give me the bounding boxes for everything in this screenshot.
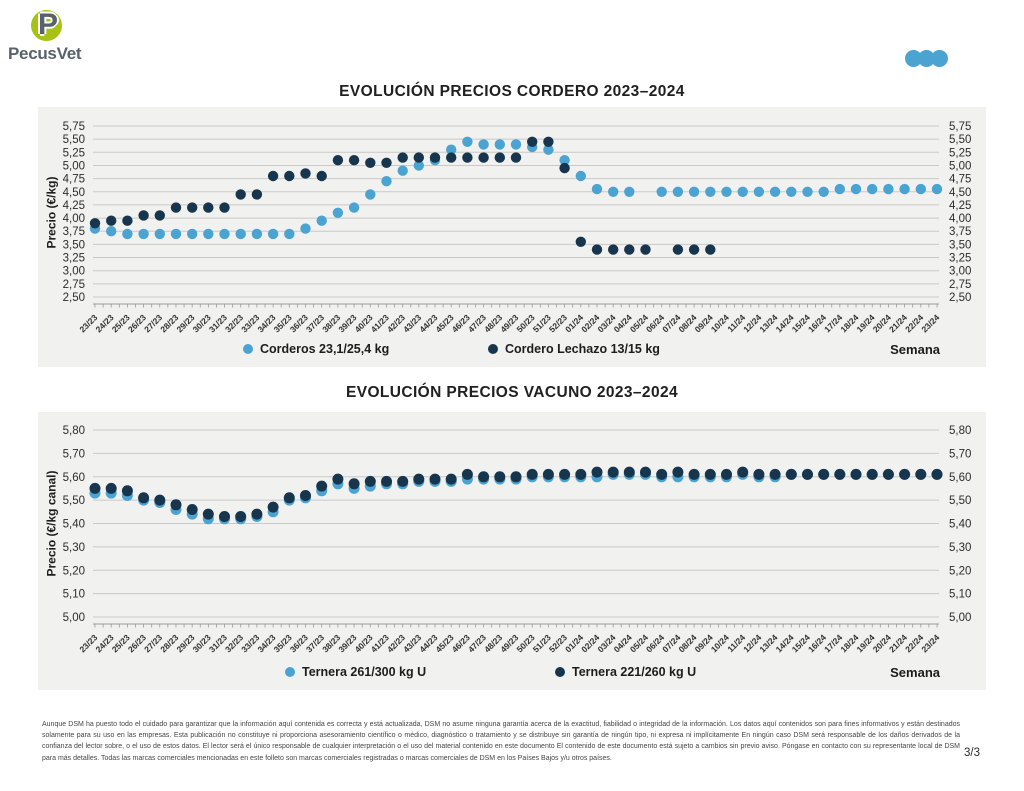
- svg-text:5,70: 5,70: [949, 448, 971, 460]
- svg-text:2,75: 2,75: [949, 279, 971, 291]
- vacuno-y-axis-label: Precio (€/kg canal): [44, 470, 59, 577]
- cordero-legend: Corderos 23,1/25,4 kg Cordero Lechazo 13…: [38, 342, 986, 362]
- legend-label: Cordero Lechazo 13/15 kg: [505, 342, 660, 356]
- cordero-chart-title: EVOLUCIÓN PRECIOS CORDERO 2023–2024: [339, 83, 685, 100]
- legend-dot-icon: [555, 667, 565, 677]
- svg-text:5,40: 5,40: [949, 519, 971, 531]
- svg-text:4,50: 4,50: [63, 187, 85, 199]
- svg-text:3,00: 3,00: [949, 266, 971, 278]
- cordero-chart-panel: Precio (€/kg) 5,75 5,75 5,50 5,50 5,25 5,25 5,…: [38, 107, 986, 367]
- legend-dot-icon: [285, 667, 295, 677]
- svg-text:5,00: 5,00: [63, 612, 85, 624]
- svg-text:5,00: 5,00: [63, 160, 85, 172]
- svg-text:2,75: 2,75: [63, 279, 85, 291]
- svg-text:4,00: 4,00: [63, 213, 85, 225]
- svg-text:5,50: 5,50: [949, 134, 971, 146]
- legend-item-ternera-221-260: Ternera 221/260 kg U: [555, 665, 696, 679]
- svg-text:3,50: 3,50: [949, 239, 971, 251]
- svg-text:5,25: 5,25: [63, 147, 85, 159]
- svg-text:5,30: 5,30: [63, 542, 85, 554]
- svg-text:5,80: 5,80: [949, 425, 971, 437]
- svg-text:5,70: 5,70: [63, 448, 85, 460]
- svg-text:5,10: 5,10: [949, 589, 971, 601]
- legend-item-corderos: Corderos 23,1/25,4 kg: [243, 342, 389, 356]
- svg-text:5,00: 5,00: [949, 612, 971, 624]
- legend-label: Ternera 261/300 kg U: [302, 665, 427, 679]
- svg-text:4,25: 4,25: [949, 200, 971, 212]
- cordero-x-axis-label: Semana: [890, 342, 940, 357]
- svg-text:5,40: 5,40: [63, 519, 85, 531]
- svg-text:5,30: 5,30: [949, 542, 971, 554]
- legend-label: Ternera 221/260 kg U: [572, 665, 697, 679]
- page-number: 3/3: [964, 747, 980, 759]
- logo-circle-icon: [31, 10, 62, 41]
- svg-text:5,50: 5,50: [63, 134, 85, 146]
- svg-text:5,20: 5,20: [949, 565, 971, 577]
- header-dots-icon: [905, 50, 948, 72]
- svg-text:5,00: 5,00: [949, 160, 971, 172]
- svg-text:5,75: 5,75: [949, 121, 971, 133]
- logo-letter: P: [38, 8, 59, 41]
- dot-icon: [905, 50, 922, 67]
- vacuno-legend: Ternera 261/300 kg U Ternera 221/260 kg …: [38, 665, 986, 685]
- svg-text:23/24: 23/24: [919, 632, 941, 654]
- svg-text:4,00: 4,00: [949, 213, 971, 225]
- svg-text:4,75: 4,75: [63, 174, 85, 186]
- dot-icon: [931, 50, 948, 67]
- svg-text:4,50: 4,50: [949, 187, 971, 199]
- svg-text:5,75: 5,75: [63, 121, 85, 133]
- legend-dot-icon: [488, 344, 498, 354]
- svg-text:3,25: 3,25: [949, 253, 971, 265]
- cordero-y-axis-label: Precio (€/kg): [44, 176, 59, 249]
- svg-text:5,80: 5,80: [63, 425, 85, 437]
- svg-text:3,50: 3,50: [63, 239, 85, 251]
- vacuno-chart-panel: Precio (€/kg canal) 5,80 5,80 5,70 5,70 5,60…: [38, 412, 986, 690]
- legend-item-ternera-261-300: Ternera 261/300 kg U: [285, 665, 426, 679]
- legend-item-lechazo: Cordero Lechazo 13/15 kg: [488, 342, 660, 356]
- vacuno-chart-title: EVOLUCIÓN PRECIOS VACUNO 2023–2024: [345, 384, 679, 401]
- legend-label: Corderos 23,1/25,4 kg: [260, 342, 390, 356]
- vacuno-price-scatter-plot: 5,80 5,80 5,70 5,70 5,60 5,60 5,50 5,50 5,40 5,40…: [63, 425, 972, 654]
- cordero-price-scatter-plot: 5,75 5,755,50 5,505,25 5,255,00 5,004,75 4,75…: [63, 121, 972, 334]
- legend-dot-icon: [243, 344, 253, 354]
- svg-text:3,25: 3,25: [63, 253, 85, 265]
- svg-text:2,50: 2,50: [63, 292, 85, 304]
- svg-text:5,20: 5,20: [63, 565, 85, 577]
- svg-text:23/24: 23/24: [919, 312, 941, 334]
- svg-text:5,25: 5,25: [949, 147, 971, 159]
- svg-text:2,50: 2,50: [949, 292, 971, 304]
- svg-text:5,10: 5,10: [63, 589, 85, 601]
- svg-text:3,75: 3,75: [63, 226, 85, 238]
- pecusvet-logo-icon: P: [8, 8, 118, 44]
- svg-text:3,00: 3,00: [63, 266, 85, 278]
- disclaimer-text: Aunque DSM ha puesto todo el cuidado par…: [42, 721, 960, 762]
- brand-name: PecusVet: [8, 44, 82, 63]
- svg-text:4,75: 4,75: [949, 174, 971, 186]
- dot-icon: [918, 50, 935, 67]
- svg-text:5,50: 5,50: [949, 495, 971, 507]
- vacuno-x-axis-label: Semana: [890, 665, 940, 680]
- svg-text:5,60: 5,60: [63, 472, 85, 484]
- svg-text:4,25: 4,25: [63, 200, 85, 212]
- svg-text:5,50: 5,50: [63, 495, 85, 507]
- svg-text:3,75: 3,75: [949, 226, 971, 238]
- pecusvet-logo: P PecusVet: [8, 8, 118, 64]
- svg-text:5,60: 5,60: [949, 472, 971, 484]
